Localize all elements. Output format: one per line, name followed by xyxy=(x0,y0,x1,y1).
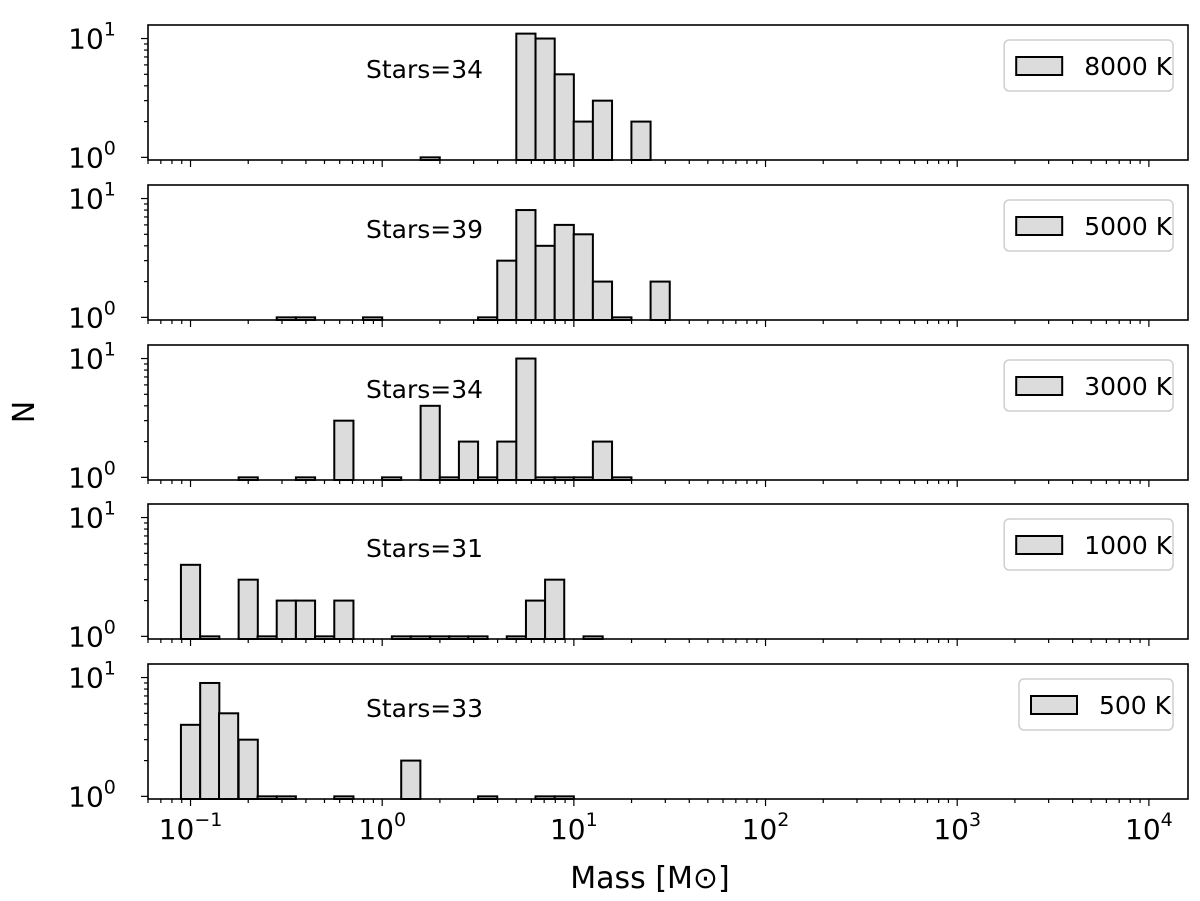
panel-frame xyxy=(147,24,1189,161)
panel-5: 101 100 Stars=33 500 K xyxy=(68,658,1189,813)
bar-2-8 xyxy=(553,223,575,321)
bar-2-12 xyxy=(649,280,671,321)
bar-2-9 xyxy=(572,233,594,322)
legend-label: 1000 K xyxy=(1084,531,1173,560)
legend-label: 8000 K xyxy=(1084,52,1173,81)
bar-3-5 xyxy=(419,404,441,482)
y-tick-label-10: 101 xyxy=(68,179,116,216)
panel-1: 101 100 Stars=34 8000 K xyxy=(68,19,1189,174)
legend-box xyxy=(1003,518,1174,571)
legend-label: 3000 K xyxy=(1084,372,1173,401)
y-tick-label-1: 100 xyxy=(68,776,116,813)
bar-3-10 xyxy=(515,357,537,481)
y-tick-label-1: 100 xyxy=(68,137,116,174)
panel-2: 101 100 Stars=39 5000 K xyxy=(68,179,1189,334)
bar-5-1 xyxy=(179,723,202,801)
legend-box xyxy=(1003,39,1174,92)
legend-box xyxy=(1003,359,1174,412)
bar-4-15 xyxy=(524,599,547,641)
x-tick-label: 102 xyxy=(742,809,790,846)
legend-swatch xyxy=(1030,695,1078,715)
bar-5-2 xyxy=(199,681,221,800)
stars-annotation: Stars=34 xyxy=(366,55,483,84)
y-tick-label-1: 100 xyxy=(68,616,116,653)
bar-2-6 xyxy=(515,209,537,321)
y-tick-label-10: 101 xyxy=(68,658,116,695)
bar-1-5 xyxy=(572,120,594,161)
y-tick-label-1: 100 xyxy=(68,457,116,494)
panel-3: 101 100 Stars=34 3000 K xyxy=(68,339,1189,494)
bar-2-7 xyxy=(534,244,556,321)
bar-1-4 xyxy=(553,73,575,161)
y-tick-label-1: 100 xyxy=(68,297,116,334)
stars-annotation: Stars=33 xyxy=(366,694,483,723)
panel-frame xyxy=(147,503,1189,640)
x-axis-label: Mass [M⊙] xyxy=(570,861,730,896)
bar-3-14 xyxy=(591,440,614,481)
x-tick-label: 10−1 xyxy=(159,809,223,846)
y-tick-label-10: 101 xyxy=(68,498,116,535)
x-tick-labels: 10−1 100 101 102 103 104 xyxy=(159,809,1173,846)
bar-3-7 xyxy=(457,440,480,481)
legend-swatch xyxy=(1015,376,1064,396)
bar-1-3 xyxy=(534,37,556,161)
x-tick-label: 104 xyxy=(1125,809,1173,846)
panel-4: 101 100 Stars=31 1000 K xyxy=(68,498,1189,653)
x-tick-label: 103 xyxy=(933,809,981,846)
legend-swatch xyxy=(1015,56,1064,76)
bar-3-3 xyxy=(333,419,355,481)
bar-4-16 xyxy=(544,578,566,641)
bar-4-8 xyxy=(333,599,355,641)
bar-4-6 xyxy=(294,599,317,641)
y-tick-label-10: 101 xyxy=(68,19,116,56)
legend-box xyxy=(1003,199,1174,252)
panel-frame xyxy=(147,344,1189,481)
x-tick-label: 101 xyxy=(550,809,598,846)
y-axis-label: N xyxy=(7,401,42,423)
panels-layer: 101 100 Stars=34 8000 K 101 100 Stars=39 5000 K… xyxy=(68,19,1189,846)
stars-annotation: Stars=39 xyxy=(366,215,483,244)
y-tick-label-10: 101 xyxy=(68,339,116,376)
legend-label: 500 K xyxy=(1099,691,1172,720)
bar-1-7 xyxy=(630,120,652,161)
legend-swatch xyxy=(1015,216,1064,236)
bar-2-5 xyxy=(496,259,518,321)
bar-5-4 xyxy=(237,738,259,801)
x-tick-label: 100 xyxy=(358,809,406,846)
stars-annotation: Stars=31 xyxy=(366,534,483,563)
legend-label: 5000 K xyxy=(1084,212,1173,241)
bar-4-1 xyxy=(179,563,202,641)
bar-1-6 xyxy=(591,99,614,161)
bar-2-10 xyxy=(591,280,614,321)
bar-1-2 xyxy=(515,32,537,161)
legend-box xyxy=(1018,678,1174,731)
bar-5-8 xyxy=(400,759,422,801)
bar-4-5 xyxy=(275,599,297,641)
stars-annotation: Stars=34 xyxy=(366,375,483,404)
legend-swatch xyxy=(1015,535,1064,555)
panel-frame xyxy=(147,663,1189,800)
bar-5-3 xyxy=(218,712,240,800)
panel-frame xyxy=(147,184,1189,321)
bar-4-3 xyxy=(237,578,259,641)
bar-3-9 xyxy=(496,440,518,481)
